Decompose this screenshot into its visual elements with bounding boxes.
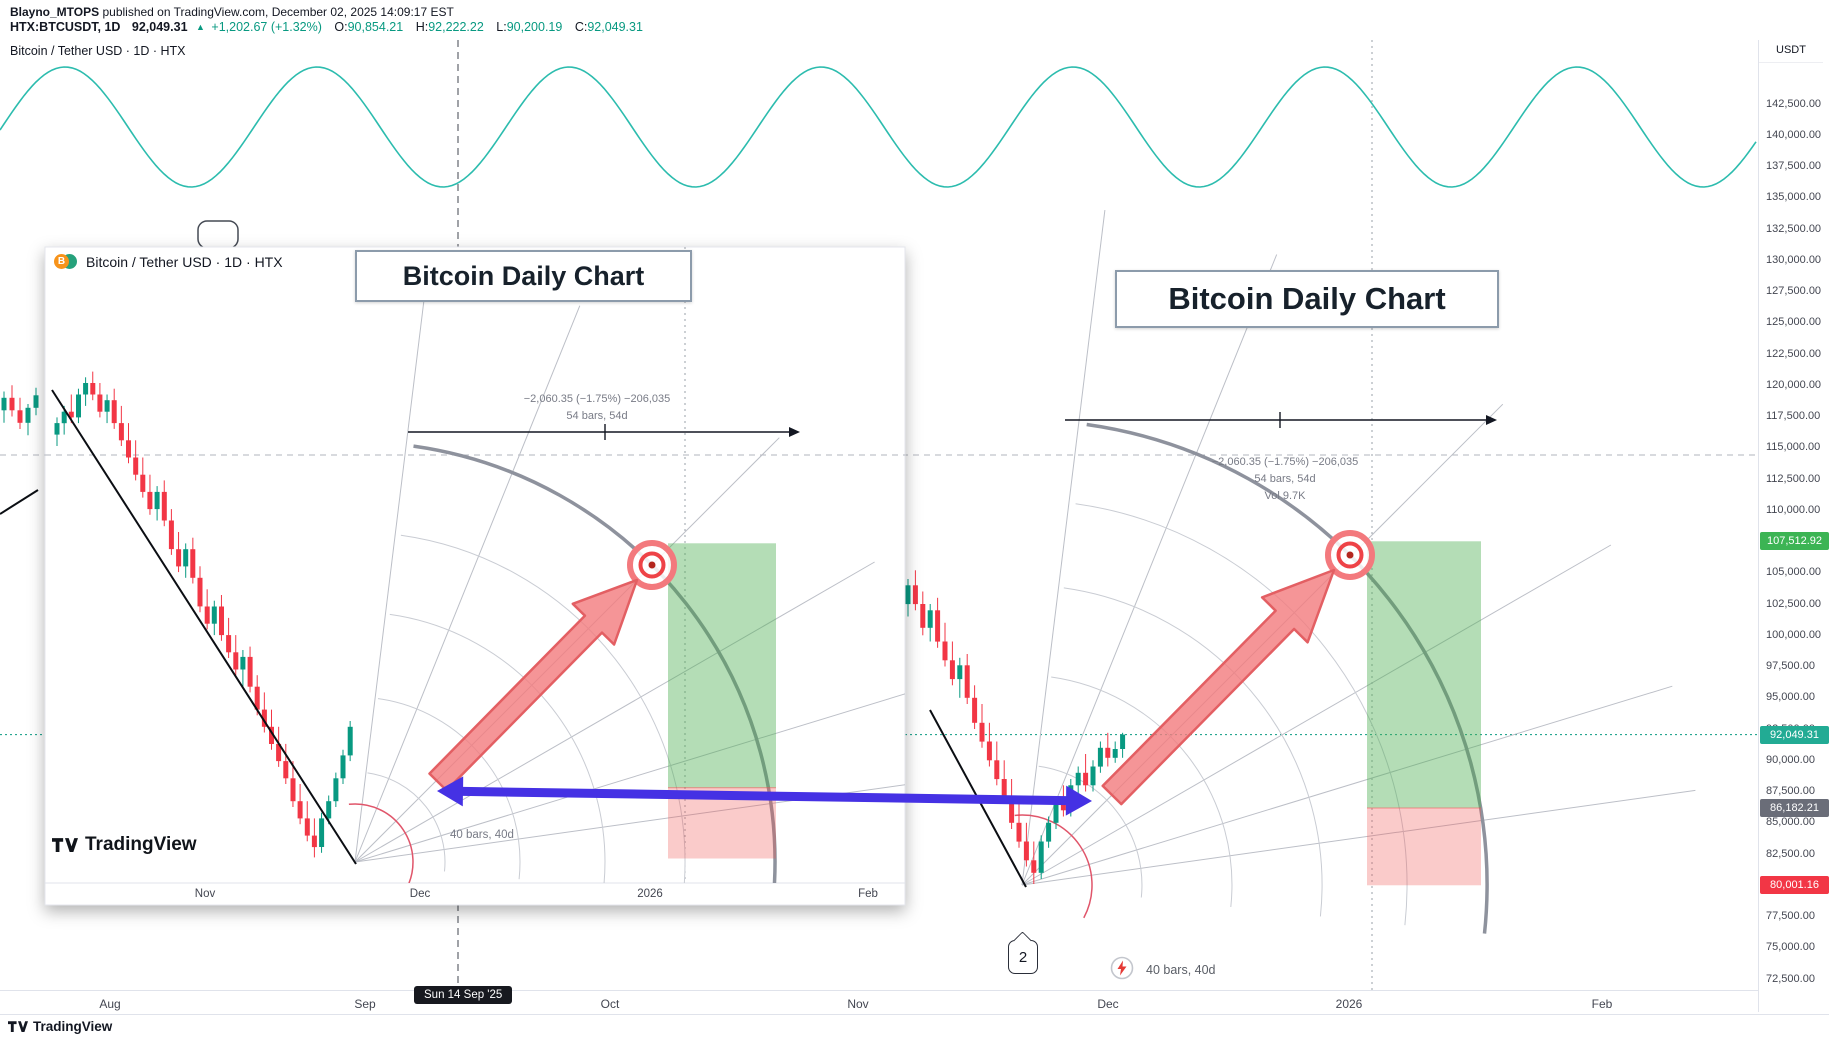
price-tick: 140,000.00 xyxy=(1766,128,1822,141)
red-arrow xyxy=(428,578,639,792)
price-tick: 77,500.00 xyxy=(1766,910,1815,922)
time-axis[interactable]: Aug Sep Oct Nov Dec 2026 Feb xyxy=(0,990,1758,1015)
daily-chart-label-left: Bitcoin Daily Chart xyxy=(355,250,692,302)
time-label: Oct xyxy=(600,997,620,1011)
inset-chart-title: Bitcoin / Tether USD · 1D · HTX xyxy=(86,253,283,270)
price-badge: 92,049.31 xyxy=(1760,725,1829,744)
time-label: Dec xyxy=(1097,997,1119,1011)
price-badge: 80,001.16 xyxy=(1760,876,1829,895)
stats-bars: 54 bars, 54d xyxy=(566,410,628,422)
daily-chart-text: Bitcoin Daily Chart xyxy=(1168,281,1446,316)
last-price: 92,049.31 xyxy=(131,20,188,34)
byline-text: published on TradingView.com, December 0… xyxy=(99,5,454,19)
price-tick: 105,000.00 xyxy=(1766,566,1822,579)
price-tick: 72,500.00 xyxy=(1766,972,1815,985)
time-label: Feb xyxy=(1591,997,1613,1011)
inset-symbol-title: B Bitcoin / Tether USD · 1D · HTX xyxy=(54,253,283,271)
measure-stats-left: −2,060.35 (−1.75%) −206,035 54 bars, 54d xyxy=(447,391,747,425)
sine-wave xyxy=(0,66,1757,188)
price-tick: 97,500.00 xyxy=(1766,660,1815,672)
footer-bar: TradingView xyxy=(0,1014,1829,1038)
author-name: Blayno_MTOPS xyxy=(10,5,100,19)
price-change: +1,202.67 (+1.32%) xyxy=(211,20,322,34)
tradingview-logo-icon xyxy=(8,1020,28,1032)
rounded-rect-shape xyxy=(197,220,239,249)
low-value: L:90,200.19 xyxy=(496,20,563,34)
count-callout-text: 2 xyxy=(1018,948,1028,966)
symbol-summary: HTX:BTCUSDT, 1D 92,049.31 ▲ +1,202.67 (+… xyxy=(10,20,643,34)
lightning-icon xyxy=(1110,956,1134,985)
price-tick: 87,500.00 xyxy=(1766,785,1815,797)
time-label: Nov xyxy=(847,997,869,1011)
profit-zone xyxy=(1367,541,1481,808)
price-tick: 135,000.00 xyxy=(1766,191,1822,204)
price-tick: 75,000.00 xyxy=(1766,941,1815,954)
main-chart-layer xyxy=(0,40,1758,990)
price-tick: 90,000.00 xyxy=(1766,753,1815,766)
price-tick: 110,000.00 xyxy=(1766,503,1821,516)
byline: Blayno_MTOPS published on TradingView.co… xyxy=(10,5,454,19)
daily-chart-text: Bitcoin Daily Chart xyxy=(402,260,645,291)
chart-title: Bitcoin / Tether USD · 1D · HTX xyxy=(10,44,186,58)
tradingview-watermark: TradingView xyxy=(52,834,197,856)
footer-brand-text: TradingView xyxy=(33,1019,113,1034)
price-tick: 127,500.00 xyxy=(1766,285,1822,297)
price-tick: 125,000.00 xyxy=(1766,316,1822,329)
profit-zone xyxy=(668,543,776,788)
red-arrow xyxy=(1101,568,1336,806)
time-label: Sep xyxy=(354,997,376,1011)
price-badge: 86,182.21 xyxy=(1760,799,1829,817)
inset-chart-layer xyxy=(45,247,905,883)
price-tick: 100,000.00 xyxy=(1766,628,1822,641)
price-axis[interactable]: USDT 142,500.00 140,000.00 137,500.00 135,0… xyxy=(1758,40,1829,1012)
time-label: 2026 xyxy=(1335,997,1363,1011)
pair-logo: B xyxy=(54,253,80,270)
price-tick: 95,000.00 xyxy=(1766,691,1815,704)
stats-bars: 54 bars, 54d xyxy=(1254,473,1316,485)
price-tick: 137,500.00 xyxy=(1766,160,1822,172)
price-tick: 130,000.00 xyxy=(1766,253,1822,266)
price-tick: 82,500.00 xyxy=(1766,847,1815,860)
bars-40-label-main: 40 bars, 40d xyxy=(1146,963,1216,977)
stats-change: −2,060.35 (−1.75%) −206,035 xyxy=(523,393,671,405)
high-value: H:92,222.22 xyxy=(415,20,484,34)
price-tick: 112,500.00 xyxy=(1766,472,1821,485)
currency-label: USDT xyxy=(1759,44,1823,63)
up-triangle-icon: ▲ xyxy=(196,22,205,32)
footer-brand[interactable]: TradingView xyxy=(8,1019,112,1034)
bars-40-label-inset: 40 bars, 40d xyxy=(450,829,514,841)
trendline xyxy=(0,489,39,515)
measure-stats-right: −2,060.35 (−1.75%) −206,035 54 bars, 54d… xyxy=(1135,454,1435,505)
close-value: C:92,049.31 xyxy=(574,20,643,34)
blue-double-arrow xyxy=(437,776,1092,816)
price-tick: 122,500.00 xyxy=(1766,347,1822,360)
stats-change: −2,060.35 (−1.75%) −206,035 xyxy=(1211,456,1359,468)
date-tooltip: Sun 14 Sep '25 xyxy=(414,986,513,1004)
price-tick: 117,500.00 xyxy=(1766,410,1821,422)
price-tick: 85,000.00 xyxy=(1766,816,1815,829)
price-badge: 107,512.92 xyxy=(1760,532,1829,551)
price-tick: 132,500.00 xyxy=(1766,222,1822,235)
price-tick: 115,000.00 xyxy=(1766,441,1821,454)
price-tick: 102,500.00 xyxy=(1766,597,1822,610)
bitcoin-icon: B xyxy=(54,253,69,269)
watermark-text: TradingView xyxy=(85,834,197,855)
open-value: O:90,854.21 xyxy=(334,20,404,34)
time-label: Aug xyxy=(99,997,121,1011)
stop-zone xyxy=(1367,808,1481,886)
stats-volume: Vol 9.7K xyxy=(1264,490,1306,502)
price-tick: 142,500.00 xyxy=(1766,97,1822,110)
price-tick: 120,000.00 xyxy=(1766,378,1822,391)
symbol-interval: HTX:BTCUSDT, 1D xyxy=(10,20,121,34)
count-callout[interactable]: 2 xyxy=(1008,940,1038,974)
trendline xyxy=(51,389,357,865)
tradingview-logo-icon xyxy=(52,837,78,852)
daily-chart-label-right: Bitcoin Daily Chart xyxy=(1115,270,1499,328)
